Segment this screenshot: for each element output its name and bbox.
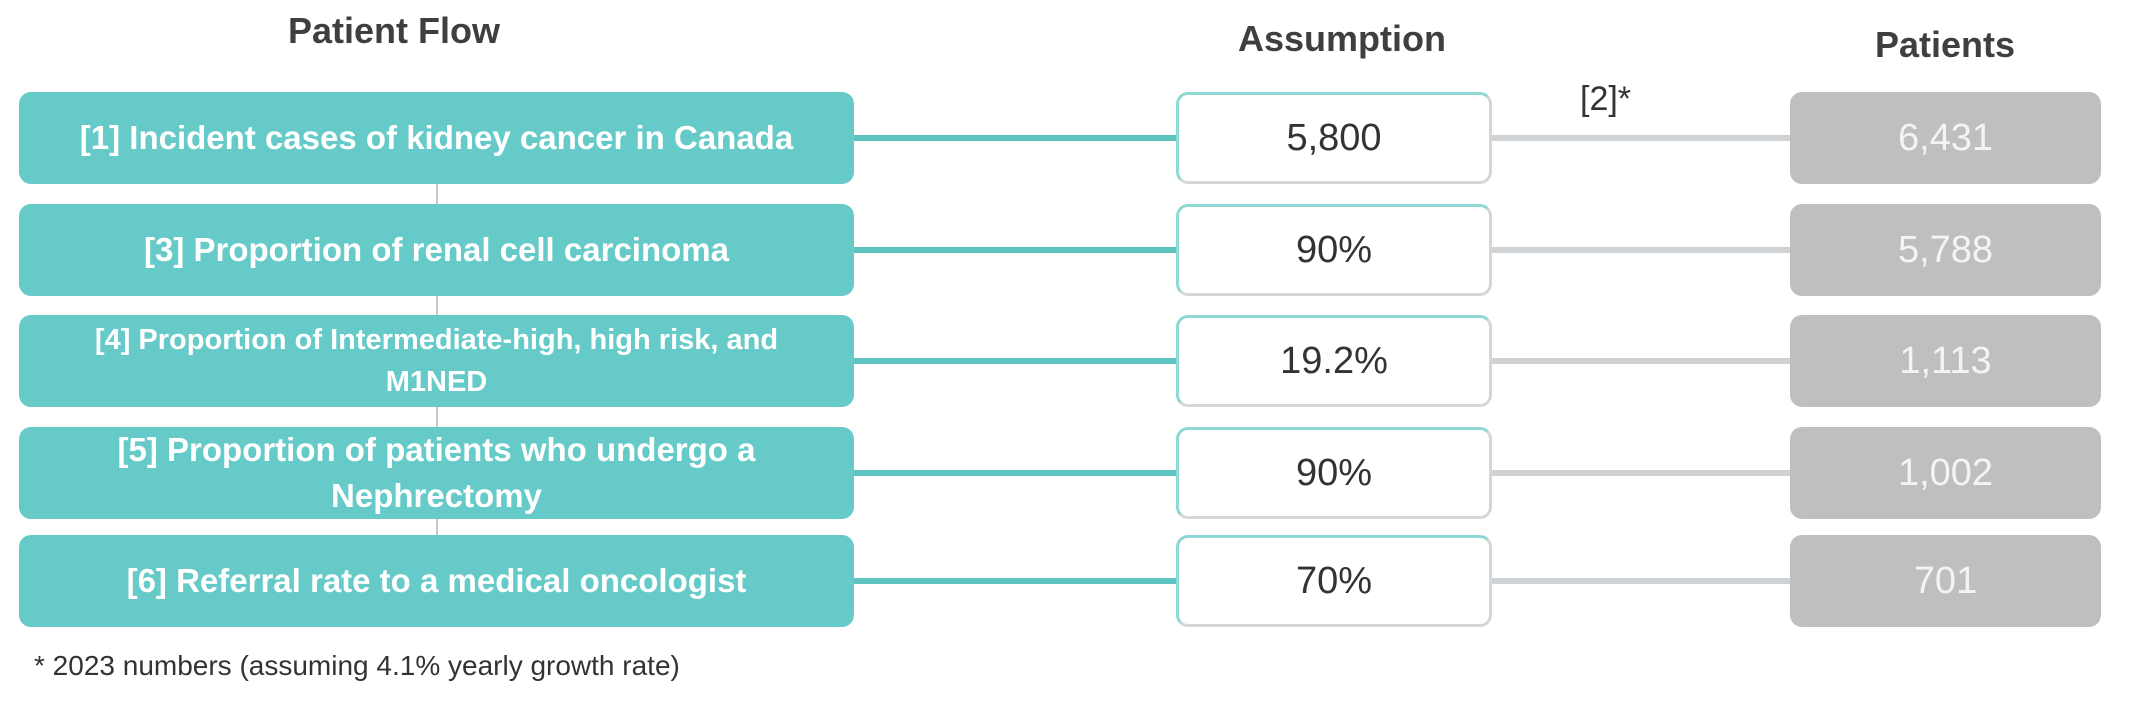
patients-value: 5,788 <box>1790 204 2101 296</box>
assumption-value: 70% <box>1176 535 1492 627</box>
reference-note: [2]* <box>1580 80 1632 118</box>
assumption-connector <box>854 358 1176 364</box>
flow-header: Patient Flow <box>287 10 501 51</box>
patients-connector <box>1492 247 1790 253</box>
patients-header: Patients <box>1874 24 2016 65</box>
assumption-connector <box>854 470 1176 476</box>
assumption-header: Assumption <box>1237 18 1447 59</box>
patients-connector <box>1492 135 1790 141</box>
flow-step: [6] Referral rate to a medical oncologis… <box>19 535 854 627</box>
assumption-connector <box>854 578 1176 584</box>
flow-step: [1] Incident cases of kidney cancer in C… <box>19 92 854 184</box>
footnote: * 2023 numbers (assuming 4.1% yearly gro… <box>34 650 680 681</box>
patients-value: 701 <box>1790 535 2101 627</box>
patients-connector <box>1492 470 1790 476</box>
flow-step: [3] Proportion of renal cell carcinoma <box>19 204 854 296</box>
assumption-value: 90% <box>1176 427 1492 519</box>
patients-connector <box>1492 358 1790 364</box>
patients-value: 1,113 <box>1790 315 2101 407</box>
assumption-value: 19.2% <box>1176 315 1492 407</box>
flow-step: [5] Proportion of patients who undergo a… <box>19 427 854 519</box>
assumption-connector <box>854 135 1176 141</box>
patients-connector <box>1492 578 1790 584</box>
patients-value: 1,002 <box>1790 427 2101 519</box>
assumption-value: 90% <box>1176 204 1492 296</box>
patients-value: 6,431 <box>1790 92 2101 184</box>
assumption-value: 5,800 <box>1176 92 1492 184</box>
assumption-connector <box>854 247 1176 253</box>
flow-step: [4] Proportion of Intermediate-high, hig… <box>19 315 854 407</box>
